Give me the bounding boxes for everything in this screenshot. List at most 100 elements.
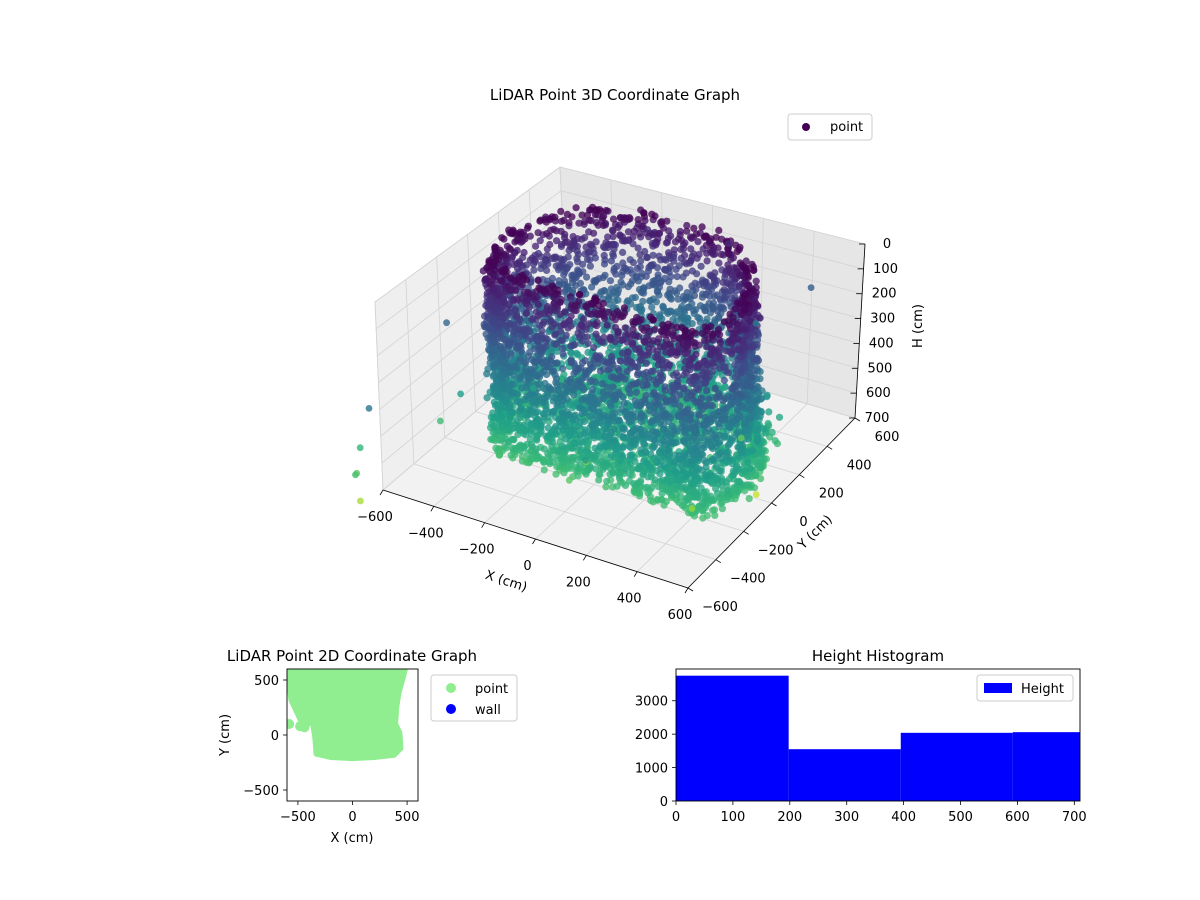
point-3d <box>645 282 653 290</box>
point-3d <box>603 321 611 329</box>
point-3d <box>703 343 711 351</box>
point-3d <box>620 399 628 407</box>
point-3d <box>663 427 671 435</box>
point-3d <box>725 280 733 288</box>
point-3d <box>607 453 615 461</box>
point-3d <box>562 423 570 431</box>
point-3d <box>736 259 744 267</box>
point-3d <box>698 394 706 402</box>
point-3d <box>689 456 697 464</box>
point-3d <box>681 251 689 259</box>
point-3d <box>729 385 737 393</box>
point-3d <box>571 301 579 310</box>
point-3d <box>673 273 681 281</box>
point-3d <box>619 444 627 452</box>
point-3d <box>691 471 699 479</box>
point-3d <box>734 335 742 343</box>
point-3d <box>687 257 695 265</box>
point-3d <box>552 340 561 348</box>
point-3d <box>617 450 625 458</box>
point-3d <box>558 409 566 417</box>
point-3d <box>742 291 750 299</box>
point-3d <box>590 277 598 285</box>
point-3d <box>598 380 607 388</box>
point-3d <box>745 495 753 503</box>
point-3d <box>714 439 723 447</box>
point-3d <box>704 438 712 446</box>
point-3d <box>737 311 746 319</box>
point-3d <box>608 373 616 381</box>
point-3d <box>670 257 678 265</box>
point-3d <box>514 424 523 432</box>
point-3d <box>641 447 649 455</box>
point-3d <box>485 257 493 265</box>
point-3d <box>734 487 742 495</box>
point-3d <box>670 246 678 254</box>
point-3d <box>737 369 745 377</box>
point-3d <box>702 373 710 381</box>
grid-line-left <box>467 234 476 412</box>
point-3d <box>734 399 743 407</box>
point-3d <box>688 267 697 275</box>
point-3d <box>650 388 658 397</box>
point-3d <box>567 349 575 357</box>
point-3d <box>642 272 650 280</box>
point-3d <box>609 215 618 223</box>
point-3d <box>746 317 754 326</box>
point-3d <box>666 348 674 356</box>
point-3d <box>556 298 565 306</box>
point-3d <box>720 376 728 384</box>
point-3d <box>729 318 738 326</box>
point-3d <box>741 305 749 313</box>
point-3d <box>678 461 686 469</box>
point-3d <box>714 326 723 334</box>
point-3d <box>715 313 723 321</box>
point-3d <box>536 310 544 318</box>
point-3d <box>718 498 726 506</box>
point-3d <box>630 427 638 435</box>
point-3d <box>576 447 584 455</box>
point-3d <box>526 348 534 356</box>
point-3d <box>581 234 589 242</box>
point-3d <box>636 357 644 365</box>
point-3d <box>609 227 617 235</box>
point-3d <box>697 262 705 270</box>
point-3d <box>665 249 673 257</box>
point-3d <box>499 358 507 366</box>
point-3d <box>609 233 617 241</box>
point-3d <box>507 451 515 459</box>
point-3d <box>536 237 544 245</box>
point-3d <box>720 318 729 326</box>
point-3d <box>543 230 551 238</box>
point-3d <box>682 269 690 277</box>
point-3d <box>648 427 656 436</box>
point-3d <box>715 226 723 234</box>
point-3d <box>560 271 568 279</box>
point-3d <box>550 285 558 293</box>
point-3d <box>563 210 572 218</box>
point-3d <box>640 209 648 217</box>
point-3d <box>735 345 743 353</box>
point-3d <box>530 266 538 274</box>
point-3d <box>560 288 569 296</box>
point-3d <box>702 378 710 386</box>
point-3d <box>680 415 688 423</box>
point-3d <box>753 314 761 322</box>
point-3d <box>696 314 704 323</box>
point-3d <box>526 232 534 240</box>
point-3d <box>752 277 760 285</box>
point-3d <box>619 248 627 256</box>
point-3d <box>618 271 626 280</box>
point-3d <box>540 413 548 421</box>
point-3d <box>711 384 719 393</box>
point-3d <box>549 408 557 416</box>
point-3d <box>507 245 515 254</box>
point-3d <box>703 249 711 257</box>
point-3d <box>522 383 530 391</box>
point-3d <box>657 218 665 227</box>
point-3d <box>671 451 679 459</box>
point-3d <box>482 275 490 283</box>
point-3d <box>590 344 598 352</box>
point-3d <box>733 248 741 256</box>
point-3d <box>676 231 684 239</box>
